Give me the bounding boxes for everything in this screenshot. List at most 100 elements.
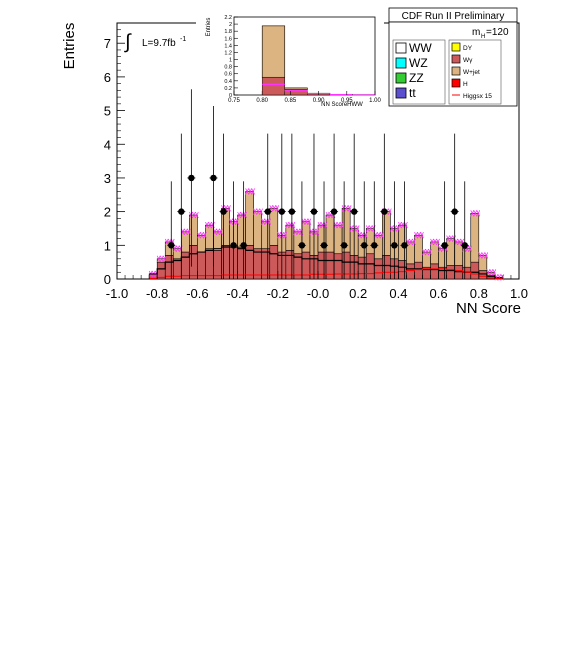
legend-swatch [451, 54, 461, 64]
inset-y-tick-label: 1 [229, 58, 232, 64]
x-tick-label: 1.0 [510, 286, 528, 301]
uncertainty-hatch [406, 238, 416, 246]
wjet-bar [333, 224, 343, 255]
inset-y-tick-label: 0.2 [224, 86, 232, 92]
wgamma-bar [446, 265, 455, 280]
data-point [220, 208, 227, 215]
data-point [288, 208, 296, 215]
wjet-bar [189, 214, 198, 246]
uncertainty-hatch [414, 232, 424, 239]
wgamma-bar [253, 248, 263, 280]
wjet-bar [438, 248, 447, 268]
wjet-bar [181, 231, 190, 253]
wgamma-bar [357, 256, 367, 280]
uncertainty-hatch [357, 232, 368, 239]
uncertainty-hatch [317, 221, 328, 229]
background-step-line [149, 246, 503, 279]
inset-y-tick-label: 1.8 [224, 29, 232, 35]
legend-swatch [395, 42, 407, 54]
x-axis-label: NN Score [456, 300, 521, 317]
data-point [188, 174, 195, 182]
wjet-bar [470, 213, 480, 263]
x-tick-label: 0.6 [430, 286, 448, 301]
wgamma-bar [382, 255, 391, 280]
y-tick-label: 4 [104, 137, 111, 152]
data-point [371, 242, 378, 249]
luminosity-label: L=9.7fb [142, 38, 176, 49]
wjet-bar [462, 248, 472, 268]
uncertainty-hatch [390, 225, 400, 232]
uncertainty-hatch [301, 218, 312, 225]
data-point [240, 242, 247, 249]
luminosity-exponent: -1 [180, 36, 186, 43]
wgamma-bar [237, 246, 246, 280]
wjet-bar [382, 211, 391, 256]
inset-wjet-bar [284, 87, 308, 90]
y-tick-label: 5 [104, 104, 111, 119]
legend-label: WZ [409, 56, 428, 70]
inset-x-label: NN ScoreHWW [321, 102, 363, 108]
y-axis-label: Entries [61, 23, 78, 70]
uncertainty-hatch [245, 188, 255, 195]
wgamma-bar [325, 251, 335, 280]
uncertainty-hatch [261, 218, 272, 225]
wgamma-bar [430, 263, 439, 280]
uncertainty-hatch [237, 211, 247, 219]
data-point [461, 242, 468, 249]
y-tick-label: 7 [104, 36, 111, 51]
uncertainty-hatch [277, 232, 288, 239]
inset-y-tick-label: 0.8 [224, 65, 232, 71]
data-point [401, 242, 408, 249]
x-tick-label: -0.6 [186, 286, 208, 301]
x-tick-label: -0.2 [267, 286, 289, 301]
x-tick-label: 0.4 [389, 286, 407, 301]
wgamma-bar [373, 258, 383, 280]
uncertainty-hatch [486, 269, 497, 276]
legend-label: Wγ [463, 57, 473, 64]
uncertainty-hatch [197, 232, 207, 239]
data-point [264, 208, 271, 215]
inset-y-tick-label: 0.4 [224, 79, 232, 85]
luminosity-annotation: ∫ L=9.7fb -1 [124, 31, 186, 53]
mass-symbol: m [472, 27, 480, 38]
data-point [340, 242, 348, 249]
data-point [361, 242, 368, 249]
inset-y-tick-label: 2.2 [224, 15, 232, 21]
uncertainty-hatch [478, 252, 489, 259]
uncertainty-hatch [172, 245, 183, 252]
wjet-bar [213, 231, 222, 251]
data-point [391, 242, 398, 249]
data-point [451, 208, 458, 215]
inset-x-tick-label: 0.85 [285, 98, 297, 104]
wjet-bar [478, 255, 488, 271]
uncertainty-hatch [462, 245, 473, 252]
y-tick-label: 2 [104, 205, 111, 220]
wgamma-bar [181, 251, 190, 280]
wgamma-bar [414, 261, 423, 280]
wjet-bar [414, 234, 423, 263]
uncertainty-hatch [293, 228, 304, 236]
wgamma-bar [333, 253, 343, 280]
wjet-bar [237, 214, 246, 248]
wgamma-bar [221, 245, 230, 280]
x-tick-label: -1.0 [106, 286, 128, 301]
uncertainty-hatch [205, 221, 215, 229]
data-point [298, 242, 306, 249]
uncertainty-hatch [253, 208, 264, 215]
uncertainty-hatch [398, 221, 408, 229]
wgamma-bar [156, 261, 166, 280]
inset-x-tick-label: 0.95 [341, 98, 353, 104]
wgamma-bar [398, 260, 407, 280]
data-point [350, 208, 358, 215]
uncertainty-hatch [446, 235, 456, 242]
x-axis-ticks: -1.0 -0.8 -0.6 -0.4 -0.2 -0.0 0.2 0.4 0.6 0.8 1.0 [106, 271, 528, 301]
uncertainty-hatch [309, 228, 320, 236]
legend-label: W+jet [463, 69, 480, 76]
wjet-bar [430, 241, 439, 265]
data-point [330, 208, 338, 215]
uncertainty-band [148, 188, 505, 281]
inset-x-tick-label: 1.00 [369, 98, 381, 104]
wgamma-bar [462, 266, 472, 280]
